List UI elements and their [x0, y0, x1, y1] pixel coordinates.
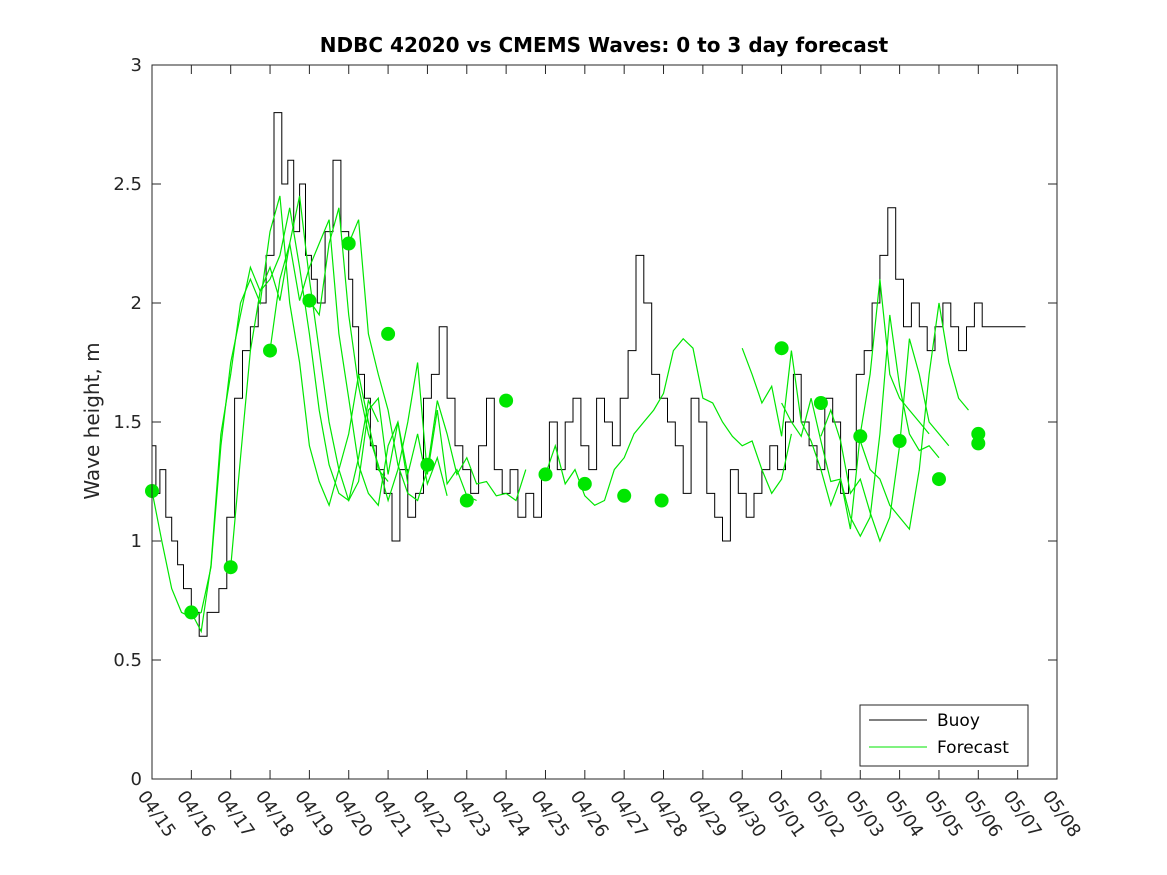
y-axis-label: Wave height, m — [80, 342, 104, 499]
x-tick-label: 04/27 — [605, 787, 652, 842]
x-tick-label: 04/15 — [133, 787, 180, 842]
legend-forecast-label: Forecast — [937, 738, 1009, 758]
chart-title: NDBC 42020 vs CMEMS Waves: 0 to 3 day fo… — [320, 33, 889, 57]
x-tick-label: 04/30 — [723, 787, 770, 842]
forecast-run-line-10 — [820, 338, 950, 543]
x-tick-label: 04/26 — [566, 787, 613, 842]
forecast-marker — [971, 436, 986, 451]
x-tick-label: 05/08 — [1038, 787, 1085, 842]
forecast-marker — [813, 396, 828, 410]
x-tick-label: 05/01 — [763, 787, 810, 842]
forecast-marker — [892, 434, 907, 448]
forecast-run-line-5 — [308, 207, 477, 503]
forecast-run-line-9 — [781, 314, 940, 538]
x-tick-label: 04/20 — [330, 787, 377, 842]
x-tick-label: 04/25 — [526, 787, 573, 842]
x-tick-label: 04/28 — [644, 787, 691, 842]
y-tick-label: 2 — [131, 293, 142, 314]
legend-box — [859, 704, 1029, 767]
x-tick-label: 04/18 — [251, 787, 298, 842]
forecast-marker — [577, 476, 592, 491]
x-tick-label: 05/04 — [881, 787, 928, 842]
x-tick-label: 04/29 — [684, 787, 731, 842]
y-tick-label: 1.5 — [113, 412, 142, 433]
forecast-marker — [223, 560, 238, 575]
x-tick-label: 05/07 — [999, 787, 1046, 842]
y-tick-label: 0 — [131, 769, 142, 790]
forecast-run-line-8 — [741, 279, 930, 530]
forecast-marker — [459, 493, 474, 508]
forecast-run-line-7 — [544, 337, 792, 507]
forecast-marker — [853, 429, 868, 444]
forecast-run-line-4 — [269, 219, 448, 507]
y-tick-label: 0.5 — [113, 650, 142, 671]
forecast-marker — [499, 393, 514, 408]
y-tick-label: 1 — [131, 531, 142, 552]
x-tick-label: 05/03 — [841, 787, 888, 842]
forecast-marker — [381, 326, 396, 341]
forecast-marker — [538, 467, 553, 482]
forecast-marker — [302, 293, 317, 308]
forecast-marker — [263, 343, 277, 358]
forecast-run-line-6 — [348, 219, 527, 502]
x-tick-label: 05/02 — [802, 787, 849, 842]
x-tick-label: 05/06 — [959, 787, 1006, 842]
x-tick-label: 04/19 — [290, 787, 337, 842]
legend-buoy-label: Buoy — [937, 711, 980, 731]
x-tick-label: 04/22 — [408, 787, 455, 842]
forecast-run-line-11 — [859, 302, 969, 531]
y-tick-label: 3 — [131, 55, 142, 76]
x-tick-label: 05/05 — [920, 787, 967, 842]
x-tick-label: 04/17 — [212, 787, 259, 842]
x-tick-label: 04/23 — [448, 787, 495, 842]
x-tick-label: 04/21 — [369, 787, 416, 842]
forecast-marker — [774, 341, 789, 356]
forecast-marker — [184, 605, 199, 620]
forecast-run-line-3 — [230, 195, 409, 568]
forecast-marker — [617, 488, 632, 503]
series-layer — [145, 112, 1026, 637]
forecast-marker — [932, 472, 946, 487]
forecast-marker — [341, 236, 356, 251]
legend: Buoy Forecast — [859, 704, 1029, 767]
forecast-run-line-2 — [190, 195, 389, 634]
x-tick-label: 04/24 — [487, 787, 534, 842]
y-tick-label: 2.5 — [113, 174, 142, 195]
forecast-marker — [420, 457, 435, 472]
forecast-marker — [654, 493, 669, 508]
x-tick-label: 04/16 — [172, 787, 219, 842]
